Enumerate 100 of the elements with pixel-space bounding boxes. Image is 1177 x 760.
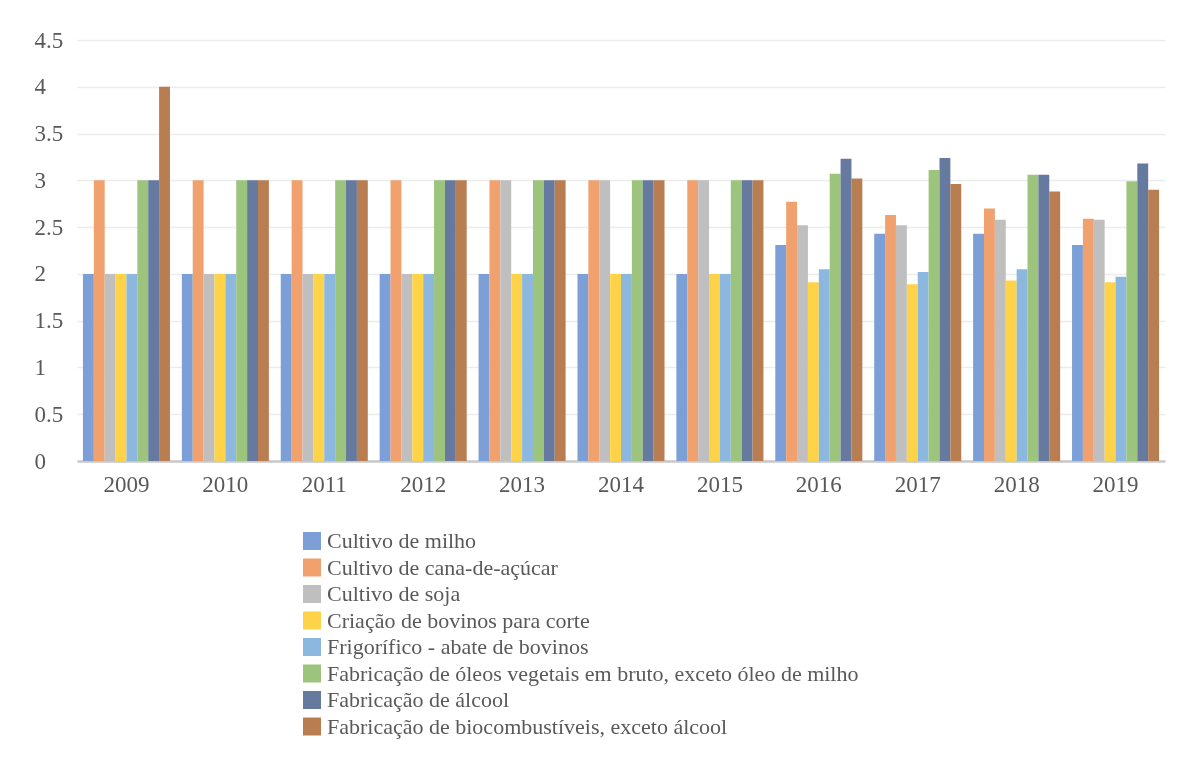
bar [1049, 191, 1061, 461]
bar [786, 201, 798, 461]
bar [851, 178, 863, 461]
bar [214, 273, 226, 461]
bar [1126, 181, 1138, 461]
bar [610, 273, 621, 461]
bar [653, 180, 665, 461]
x-tick-label: 2011 [301, 471, 347, 497]
bar [247, 180, 258, 461]
bar [1082, 218, 1094, 461]
bar [82, 273, 94, 461]
bar [335, 180, 347, 461]
bar [885, 214, 896, 461]
bar [236, 180, 248, 461]
bar [390, 180, 402, 461]
bar [917, 272, 929, 461]
x-tick-label: 2009 [103, 471, 150, 497]
bar [434, 180, 445, 461]
bar [950, 184, 962, 461]
bar [1072, 244, 1083, 461]
y-tick-label: 1.5 [34, 308, 64, 334]
bar [115, 273, 127, 461]
bar [280, 273, 292, 461]
bar [478, 273, 490, 461]
legend-label: Cultivo de milho [327, 528, 477, 553]
bar [1005, 280, 1017, 461]
x-tick-label: 2018 [993, 471, 1040, 497]
bar [928, 170, 940, 461]
x-tick-label: 2010 [202, 471, 249, 497]
bar [258, 180, 269, 461]
bar [324, 273, 336, 461]
y-tick-label: 2 [34, 261, 46, 287]
bar [840, 158, 852, 461]
legend-label: Cultivo de cana-de-açúcar [327, 554, 559, 580]
bar [730, 180, 742, 461]
bar [489, 180, 501, 461]
x-tick-label: 2015 [696, 471, 743, 497]
bar [444, 180, 456, 461]
bar [719, 273, 731, 461]
bar [1038, 174, 1050, 461]
bar [356, 180, 368, 461]
legend-label: Fabricação de álcool [327, 687, 510, 712]
bar [676, 273, 688, 461]
bar [1148, 189, 1160, 461]
y-tick-label: 1 [34, 354, 46, 380]
bar [159, 86, 170, 461]
bar [1016, 269, 1028, 461]
bar [455, 180, 467, 461]
bar [181, 273, 193, 461]
legend-label: Fabricação de óleos vegetais em bruto, exceto óleo de milho [327, 660, 859, 686]
legend-label: Fabricação de biocombustíveis, exceto álcool [327, 713, 728, 739]
bar [577, 273, 589, 461]
bar [543, 180, 555, 461]
bar [313, 273, 325, 461]
bar [973, 233, 984, 461]
legend-label: Frigorífico - abate de bovinos [327, 634, 589, 659]
bar [775, 244, 787, 461]
y-tick-label: 3 [34, 167, 46, 193]
x-tick-label: 2017 [894, 471, 941, 497]
bar [752, 180, 764, 461]
x-tick-label: 2013 [499, 471, 546, 497]
bar [621, 273, 632, 461]
bar [1027, 174, 1039, 461]
y-tick-label: 0 [34, 448, 46, 474]
bar [807, 282, 819, 461]
y-tick-label: 0.5 [34, 401, 64, 427]
bar [1115, 276, 1127, 461]
y-tick-label: 2.5 [34, 214, 64, 240]
bar [687, 180, 699, 461]
bar [984, 208, 995, 461]
bar [741, 180, 753, 461]
y-tick-label: 3.5 [34, 121, 64, 147]
bar [291, 180, 303, 461]
bar [126, 273, 138, 461]
bar [148, 180, 160, 461]
bar [554, 180, 566, 461]
bar [225, 273, 237, 461]
bar [423, 273, 435, 461]
bar [379, 273, 391, 461]
x-tick-label: 2014 [598, 471, 645, 497]
bar [1104, 282, 1116, 461]
bar [93, 180, 105, 461]
bar [192, 180, 204, 461]
bar [346, 180, 357, 461]
bar [1137, 163, 1149, 461]
bar [588, 180, 600, 461]
bar [709, 273, 720, 461]
bar [874, 233, 886, 461]
y-tick-label: 4 [34, 74, 47, 100]
y-tick-label: 4.5 [34, 27, 64, 53]
bar [939, 157, 951, 461]
bar [522, 273, 533, 461]
bar [818, 269, 830, 461]
bar [532, 180, 544, 461]
bar [906, 284, 918, 461]
bar [642, 180, 654, 461]
bar [631, 180, 643, 461]
x-tick-label: 2016 [795, 471, 842, 497]
legend-label: Criação de bovinos para corte [327, 607, 590, 633]
legend-label: Cultivo de soja [327, 581, 461, 606]
